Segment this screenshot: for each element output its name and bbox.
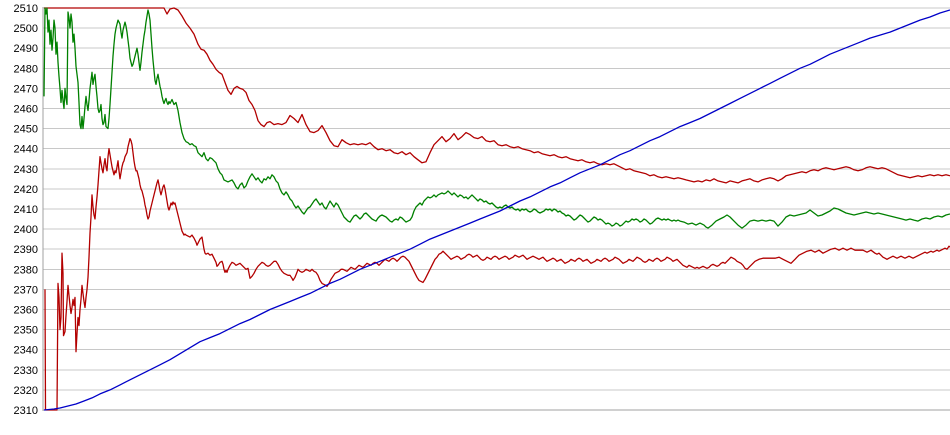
- y-axis-label: 2420: [14, 184, 38, 196]
- y-axis-label: 2450: [14, 124, 38, 136]
- y-axis-label: 2510: [14, 3, 38, 15]
- y-axis-label: 2370: [14, 284, 38, 296]
- y-axis-label: 2490: [14, 43, 38, 55]
- y-axis-label: 2310: [14, 405, 38, 417]
- y-axis-label: 2380: [14, 264, 38, 276]
- y-axis-label: 2390: [14, 244, 38, 256]
- y-axis-label: 2350: [14, 325, 38, 337]
- y-axis-label: 2330: [14, 365, 38, 377]
- y-axis-label: 2410: [14, 204, 38, 216]
- y-axis-label: 2360: [14, 305, 38, 317]
- series-middle-band-green: [43, 7, 950, 229]
- series-rising-trend-blue: [43, 9, 950, 411]
- y-axis-label: 2460: [14, 104, 38, 116]
- y-axis-label: 2480: [14, 63, 38, 75]
- series-lower-band-dark-red: [44, 137, 950, 411]
- y-axis-label: 2500: [14, 23, 38, 35]
- series-upper-band-dark-red: [44, 7, 950, 184]
- y-axis-label: 2340: [14, 345, 38, 357]
- y-axis-label: 2320: [14, 385, 38, 397]
- y-axis-label: 2470: [14, 83, 38, 95]
- y-axis-label: 2440: [14, 144, 38, 156]
- y-axis-label: 2430: [14, 164, 38, 176]
- y-axis-label: 2400: [14, 224, 38, 236]
